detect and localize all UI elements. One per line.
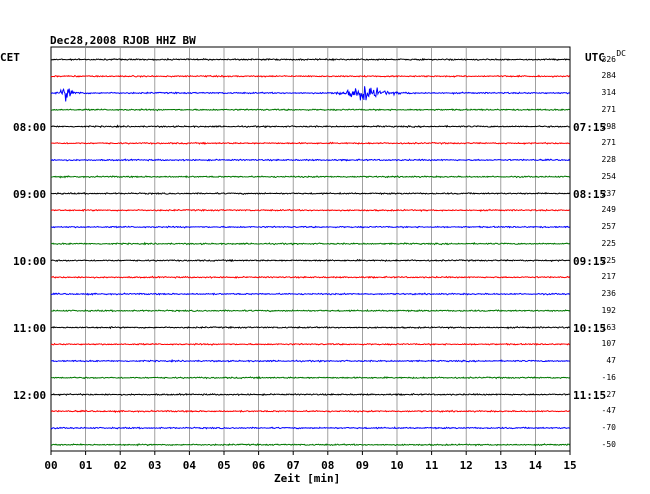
utc-timezone-label: UTC bbox=[585, 51, 605, 64]
chart-title: Dec28,2008 RJOB HHZ BW bbox=[50, 34, 196, 47]
trace-row-9 bbox=[50, 191, 571, 196]
dc-offset-label: 257 bbox=[601, 222, 616, 231]
x-tick-label: 07 bbox=[286, 459, 300, 472]
dc-offset-label: 225 bbox=[601, 255, 616, 265]
utc-time-label: 10:15 bbox=[573, 321, 607, 335]
trace-row-4 bbox=[50, 108, 570, 112]
utc-time-label: 07:15 bbox=[573, 120, 607, 134]
dc-offset-label: 47 bbox=[606, 356, 616, 365]
trace-row-12 bbox=[50, 241, 570, 246]
dc-offset-label: -70 bbox=[601, 423, 616, 432]
dc-offset-label: -47 bbox=[601, 406, 616, 416]
trace-row-11 bbox=[50, 225, 570, 229]
dc-offset-label: -50 bbox=[601, 439, 616, 449]
x-tick-label: 02 bbox=[113, 459, 127, 472]
trace-row-14 bbox=[50, 275, 571, 279]
dc-offset-label: 284 bbox=[601, 71, 616, 81]
trace-row-8 bbox=[50, 175, 570, 179]
seismic-traces bbox=[50, 57, 571, 447]
dc-offset-label: -27 bbox=[601, 389, 616, 399]
trace-row-13 bbox=[50, 258, 570, 263]
trace-row-5 bbox=[50, 124, 570, 129]
x-tick-label: 08 bbox=[321, 459, 335, 472]
trace-row-18 bbox=[50, 342, 571, 346]
cet-timezone-label: CET bbox=[0, 51, 20, 64]
utc-time-label: 11:15 bbox=[573, 388, 607, 402]
x-tick-label: 00 bbox=[44, 459, 58, 472]
x-axis-label: Zeit [min] bbox=[274, 472, 341, 485]
dc-offset-label: 298 bbox=[601, 121, 616, 131]
cet-time-label: 08:00 bbox=[13, 120, 47, 134]
trace-row-23 bbox=[50, 426, 570, 430]
x-tick-label: 06 bbox=[251, 459, 266, 472]
dc-offset-label: 225 bbox=[601, 238, 616, 248]
x-tick-label: 01 bbox=[78, 459, 93, 472]
x-tick-label: 10 bbox=[390, 459, 404, 472]
trace-row-20 bbox=[50, 376, 571, 380]
grid-lines bbox=[50, 46, 571, 455]
dc-offset-label: 271 bbox=[601, 104, 616, 114]
dc-offset-label: 217 bbox=[601, 272, 616, 282]
trace-row-19 bbox=[50, 358, 570, 363]
utc-time-label: 08:15 bbox=[573, 187, 607, 201]
trace-row-2 bbox=[50, 74, 571, 78]
cet-time-label: 09:00 bbox=[13, 187, 47, 201]
x-tick-label: 05 bbox=[217, 459, 231, 472]
x-tick-label: 12 bbox=[459, 459, 473, 472]
dc-offset-label: 237 bbox=[601, 188, 616, 198]
dc-offset-label: -16 bbox=[601, 372, 616, 382]
trace-row-21 bbox=[50, 392, 570, 397]
x-tick-label: 04 bbox=[182, 459, 197, 472]
trace-row-15 bbox=[50, 292, 570, 296]
dc-offset-label: 249 bbox=[601, 205, 616, 215]
dc-offset-label: 163 bbox=[601, 322, 616, 332]
x-tick-label: 13 bbox=[494, 459, 508, 472]
dc-offset-label: 326 bbox=[601, 54, 616, 64]
trace-row-7 bbox=[50, 158, 571, 162]
trace-row-17 bbox=[50, 325, 570, 330]
plot-frame bbox=[50, 46, 571, 452]
trace-row-24 bbox=[50, 443, 571, 447]
trace-row-22 bbox=[50, 409, 570, 414]
trace-row-16 bbox=[50, 309, 571, 313]
dc-offset-label: 228 bbox=[601, 155, 616, 164]
trace-row-6 bbox=[50, 141, 570, 145]
dc-offset-label: 107 bbox=[601, 339, 616, 349]
dc-offset-label: 192 bbox=[601, 305, 616, 315]
utc-time-label: 09:15 bbox=[573, 254, 607, 268]
cet-time-label: 12:00 bbox=[13, 388, 47, 402]
dc-header-label: DC bbox=[616, 49, 626, 58]
dc-offset-label: 254 bbox=[601, 171, 616, 181]
x-tick-label: 11 bbox=[424, 459, 439, 472]
x-tick-label: 03 bbox=[148, 459, 162, 472]
x-tick-label: 15 bbox=[563, 459, 577, 472]
trace-row-3 bbox=[50, 86, 570, 102]
x-tick-label: 14 bbox=[528, 459, 543, 472]
trace-row-10 bbox=[50, 208, 570, 213]
cet-time-label: 11:00 bbox=[13, 321, 47, 335]
dc-offset-label: 236 bbox=[601, 289, 616, 298]
x-tick-label: 09 bbox=[355, 459, 370, 472]
dc-offset-label: 271 bbox=[601, 138, 616, 148]
trace-row-1 bbox=[50, 57, 570, 62]
cet-time-label: 10:00 bbox=[13, 254, 47, 268]
dc-offset-label: 314 bbox=[601, 88, 616, 97]
